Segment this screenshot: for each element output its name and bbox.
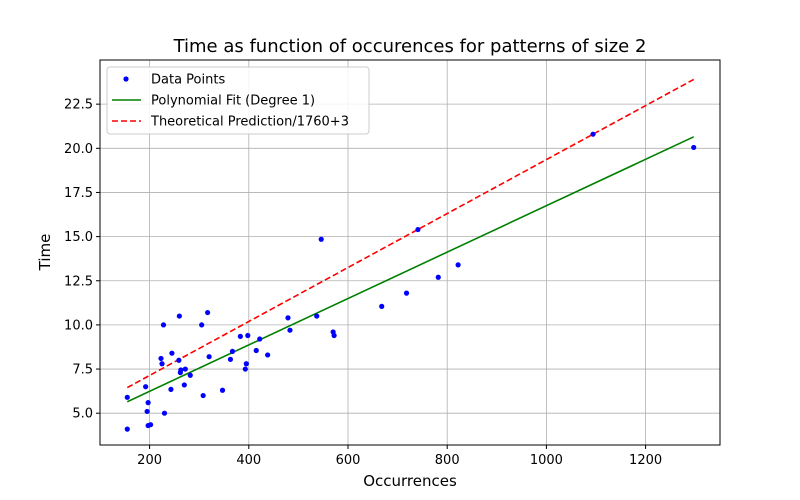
data-point — [199, 322, 205, 328]
data-point — [227, 356, 234, 362]
data-point — [144, 408, 150, 415]
plot-frame — [99, 59, 721, 446]
y-tick-label: 15.0 — [64, 230, 93, 245]
legend: Data Points Polynomial Fit (Degree 1) Theo… — [106, 66, 370, 135]
data-point — [243, 361, 249, 367]
data-point — [168, 386, 174, 392]
series-line — [126, 136, 695, 403]
x-tick-label: 1000 — [530, 453, 563, 468]
data-point — [691, 144, 697, 151]
x-tick-label: 800 — [435, 453, 460, 468]
data-point — [178, 367, 184, 373]
legend-label: Data Points — [151, 73, 225, 88]
x-tick-label: 200 — [137, 453, 162, 468]
data-point — [176, 357, 182, 363]
data-point — [145, 400, 151, 406]
legend-label: Theoretical Prediction/1760+3 — [150, 115, 349, 130]
data-point — [176, 313, 182, 319]
chart-title: Time as function of occurences for patte… — [173, 36, 647, 57]
data-point — [253, 347, 259, 354]
y-axis-title: Time — [36, 234, 54, 272]
data-point — [159, 361, 165, 367]
data-point — [182, 366, 188, 372]
data-point — [237, 333, 243, 339]
data-point — [245, 332, 251, 339]
y-tick-label: 20.0 — [64, 142, 93, 157]
data-point — [455, 262, 461, 268]
legend-label: Polynomial Fit (Degree 1) — [151, 94, 315, 109]
data-point — [265, 352, 271, 358]
data-point — [229, 348, 236, 354]
data-point — [331, 332, 337, 339]
y-tick-label: 10.0 — [64, 318, 93, 333]
data-point — [590, 131, 596, 137]
data-point — [257, 336, 263, 342]
data-point — [242, 366, 248, 372]
data-point — [403, 290, 410, 296]
x-tick-label: 400 — [236, 453, 261, 468]
y-tick-label: 22.5 — [64, 98, 93, 113]
data-point — [285, 315, 291, 321]
data-point — [200, 392, 206, 399]
data-point — [160, 322, 167, 328]
data-point — [169, 350, 175, 356]
legend-items: Data Points Polynomial Fit (Degree 1) Theo… — [112, 73, 349, 130]
data-point — [181, 382, 187, 388]
y-tick-label: 17.5 — [64, 186, 93, 201]
data-point — [206, 354, 212, 360]
legend-box — [106, 66, 370, 135]
data-point — [143, 384, 149, 390]
data-point — [187, 372, 193, 378]
data-point — [415, 226, 421, 233]
data-point — [158, 355, 164, 362]
y-tick-label: 7.5 — [72, 363, 93, 378]
data-point — [147, 422, 154, 428]
data-point — [219, 387, 226, 393]
ticks: 200 400 600 800 1000 1200 5.0 7.5 10.0 12.5 15.0 17… — [64, 98, 662, 468]
data-point — [318, 236, 324, 242]
data-point — [205, 309, 211, 316]
data-point — [314, 313, 320, 319]
data-point — [379, 303, 385, 309]
data-point — [124, 426, 130, 432]
x-tick-label: 1200 — [629, 453, 662, 468]
y-tick-label: 12.5 — [64, 274, 93, 289]
x-axis-title: Occurrences — [363, 472, 457, 490]
y-tick-label: 5.0 — [72, 407, 93, 422]
data-point — [435, 274, 441, 280]
data-point — [287, 327, 293, 333]
x-tick-label: 600 — [336, 453, 361, 468]
data-point — [161, 410, 168, 416]
legend-marker — [123, 76, 129, 82]
data-point — [124, 394, 130, 400]
series-layer — [124, 78, 697, 432]
